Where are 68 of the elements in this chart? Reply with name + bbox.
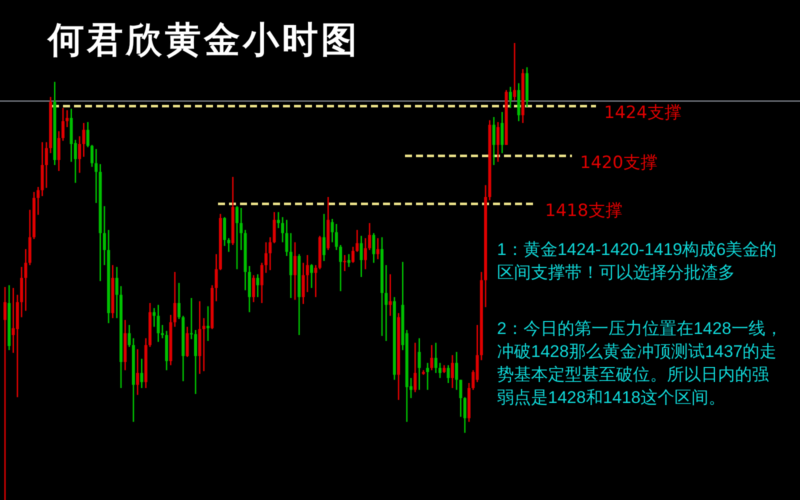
candlestick [272, 211, 276, 244]
candlestick [334, 223, 338, 251]
candlestick [140, 358, 144, 389]
candlestick [66, 109, 69, 128]
candlestick [360, 235, 363, 278]
candlestick [289, 232, 292, 299]
candlestick [446, 364, 450, 384]
candlestick [450, 354, 454, 389]
candlestick [463, 396, 466, 434]
candlestick [223, 216, 226, 247]
candlestick [156, 304, 160, 343]
candlestick [388, 274, 392, 317]
ref-line-label: 1424支撑 [604, 103, 682, 124]
candlestick [500, 111, 504, 154]
candlestick [268, 236, 272, 271]
candlestick [322, 213, 326, 262]
candlestick [376, 237, 380, 260]
candlestick [372, 232, 376, 264]
candlestick [508, 86, 512, 109]
candlestick [414, 342, 417, 393]
candlestick [434, 342, 438, 374]
annotation: 2：今日的第一压力位置在1428一线，冲破1428那么黄金冲顶测试1437的走势基本定型甚至破位。所以日内的强弱点是1428和1418这个区间。 [497, 319, 782, 407]
candlestick [294, 242, 296, 301]
candlestick [36, 186, 40, 216]
candlestick [136, 348, 140, 396]
candlestick [513, 42, 516, 101]
candlestick [285, 219, 288, 257]
candlestick [438, 362, 442, 379]
candlestick [264, 242, 268, 274]
candlestick [314, 264, 318, 298]
candlestick [384, 264, 388, 342]
candlestick [256, 274, 260, 298]
candlestick [418, 338, 421, 391]
candlestick [306, 254, 309, 293]
candlestick [57, 130, 60, 172]
candlestick [90, 144, 94, 168]
candlestick [44, 141, 48, 189]
candlestick [430, 344, 434, 371]
candlestick [352, 246, 354, 264]
candlestick [252, 274, 256, 303]
candlestick [173, 271, 176, 328]
annotation: 1：黄金1424-1420-1419构成6美金的区间支撑带！可以选择分批渣多 [497, 240, 777, 282]
candlestick [236, 205, 238, 270]
candlestick [202, 317, 206, 372]
candlestick [178, 282, 180, 320]
candlestick [310, 263, 314, 289]
candlestick [347, 253, 350, 268]
candlestick [240, 207, 243, 251]
candlestick [94, 148, 98, 204]
candlestick [152, 307, 156, 328]
ref-line-label: 1420支撑 [580, 152, 658, 173]
candlestick [368, 222, 372, 251]
candlestick [62, 107, 64, 142]
candlestick [356, 229, 359, 253]
candlestick [4, 286, 6, 500]
candlestick [186, 326, 189, 358]
chart-title: 何君欣黄金小时图 [46, 19, 360, 61]
candlestick [496, 121, 500, 163]
candlestick [194, 329, 198, 395]
candlestick [364, 237, 367, 270]
ref-line-label: 1418支撑 [545, 200, 622, 221]
candlestick [115, 266, 118, 319]
candlestick [276, 211, 280, 229]
candlestick [339, 244, 342, 292]
candlestick [260, 262, 264, 304]
candlestick [492, 116, 496, 166]
candlestick [426, 362, 430, 391]
candlestick [86, 121, 90, 148]
